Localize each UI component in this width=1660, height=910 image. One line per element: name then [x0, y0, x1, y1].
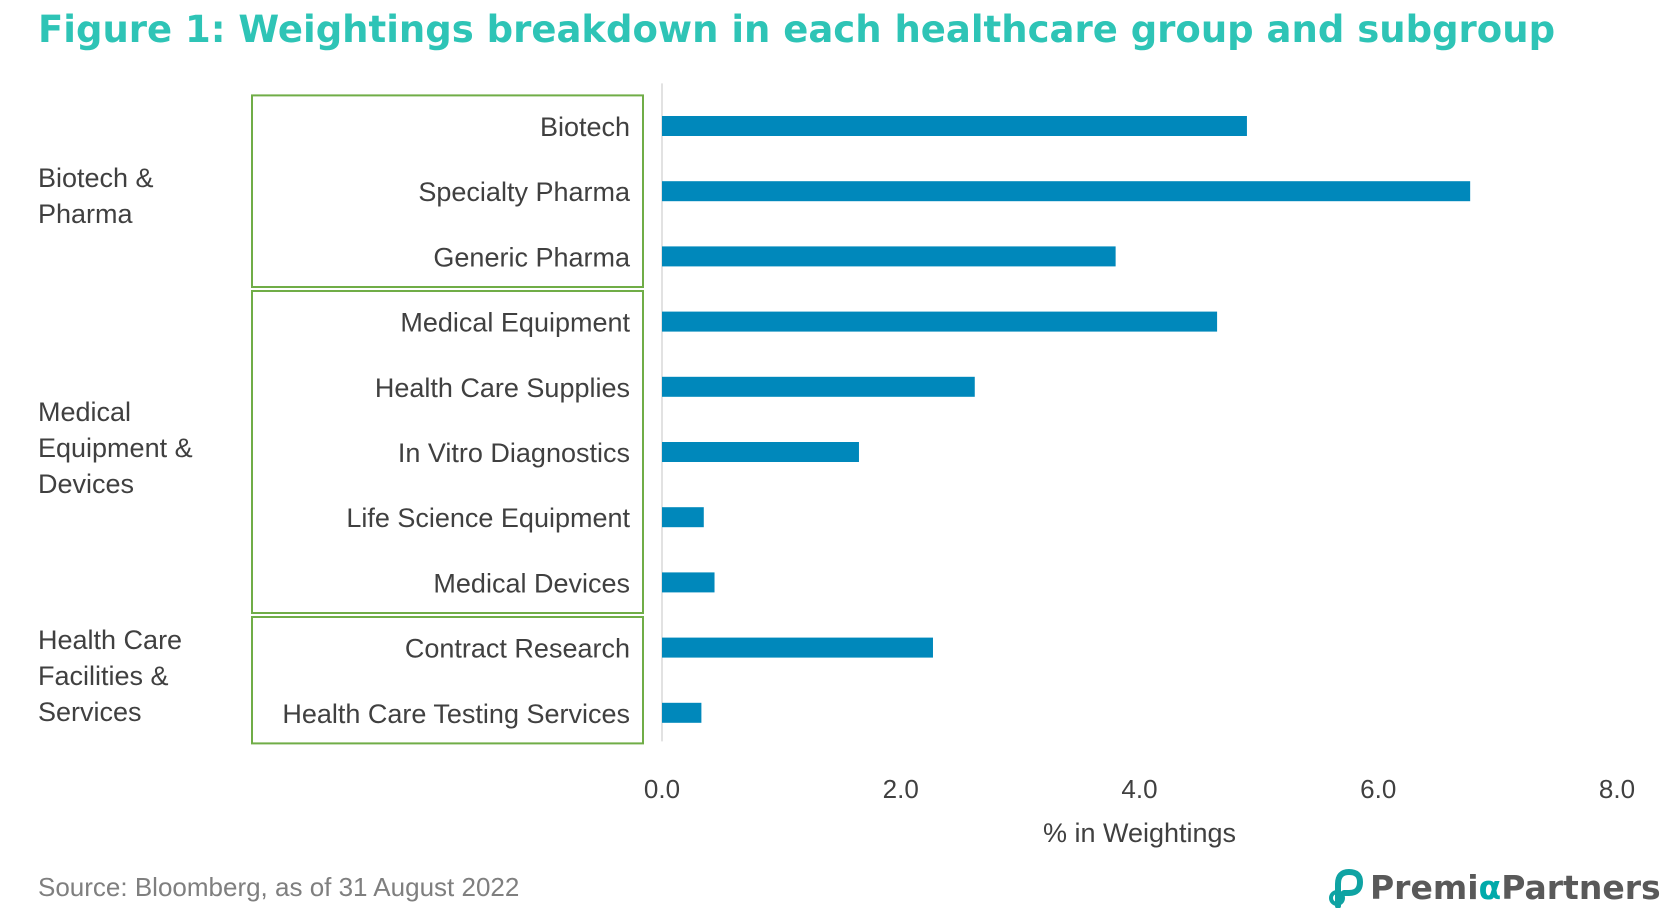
group-box-1	[251, 290, 644, 614]
source-note: Source: Bloomberg, as of 31 August 2022	[38, 872, 520, 902]
logo-alpha: α	[1478, 867, 1502, 907]
x-axis-title: % in Weightings	[1043, 818, 1236, 848]
category-label: Life Science Equipment	[346, 503, 630, 533]
chart-title: Figure 1: Weightings breakdown in each h…	[38, 8, 1556, 51]
category-label: In Vitro Diagnostics	[398, 438, 630, 468]
group-label-medical-equipment-devices: Medical Equipment & Devices	[38, 394, 193, 502]
logo-mark-icon	[1329, 868, 1364, 908]
category-label: Generic Pharma	[433, 242, 631, 272]
group-label-line: Biotech &	[38, 163, 154, 193]
bar-1	[662, 181, 1471, 202]
category-label: Health Care Supplies	[375, 373, 630, 403]
group-label-line: Pharma	[38, 199, 133, 229]
bar-6	[662, 507, 704, 528]
category-label: Medical Equipment	[400, 308, 630, 338]
group-label-line: Facilities &	[38, 661, 169, 691]
category-label: Health Care Testing Services	[282, 699, 630, 729]
bar-4	[662, 376, 975, 397]
group-label-line: Devices	[38, 469, 135, 499]
x-tick-label: 0.0	[644, 774, 680, 804]
x-tick-label: 8.0	[1599, 774, 1635, 804]
group-box-2	[251, 616, 644, 745]
bar-9	[662, 702, 702, 723]
bar-0	[662, 116, 1247, 136]
bar-chart: Biotech Specialty Pharma Generic Pharma Med…	[251, 83, 1635, 848]
group-label-line: Medical	[38, 397, 132, 427]
x-tick-label: 2.0	[883, 774, 919, 804]
bar-7	[662, 572, 715, 593]
group-label-line: Equipment &	[38, 433, 193, 463]
category-label: Specialty Pharma	[418, 177, 631, 207]
bar-8	[662, 637, 933, 658]
bar-5	[662, 442, 859, 462]
category-label: Biotech	[540, 112, 630, 142]
x-tick-label: 4.0	[1121, 774, 1157, 804]
logo-suffix: Partners	[1501, 867, 1660, 907]
premia-partners-logo: PremiαPartners	[1328, 866, 1660, 908]
group-label-biotech-pharma: Biotech & Pharma	[38, 160, 154, 232]
group-label-line: Health Care	[38, 625, 183, 655]
category-label: Contract Research	[405, 634, 630, 664]
group-label-line: Services	[38, 697, 142, 727]
group-box-0	[251, 94, 644, 289]
x-tick-label: 6.0	[1360, 774, 1396, 804]
bar-3	[662, 311, 1218, 332]
category-label: Medical Devices	[433, 568, 630, 598]
group-label-health-care-facilities-services: Health Care Facilities & Services	[38, 622, 182, 730]
bar-2	[662, 246, 1116, 267]
logo-text: PremiαPartners	[1370, 868, 1660, 907]
logo-prefix: Premi	[1370, 867, 1479, 907]
